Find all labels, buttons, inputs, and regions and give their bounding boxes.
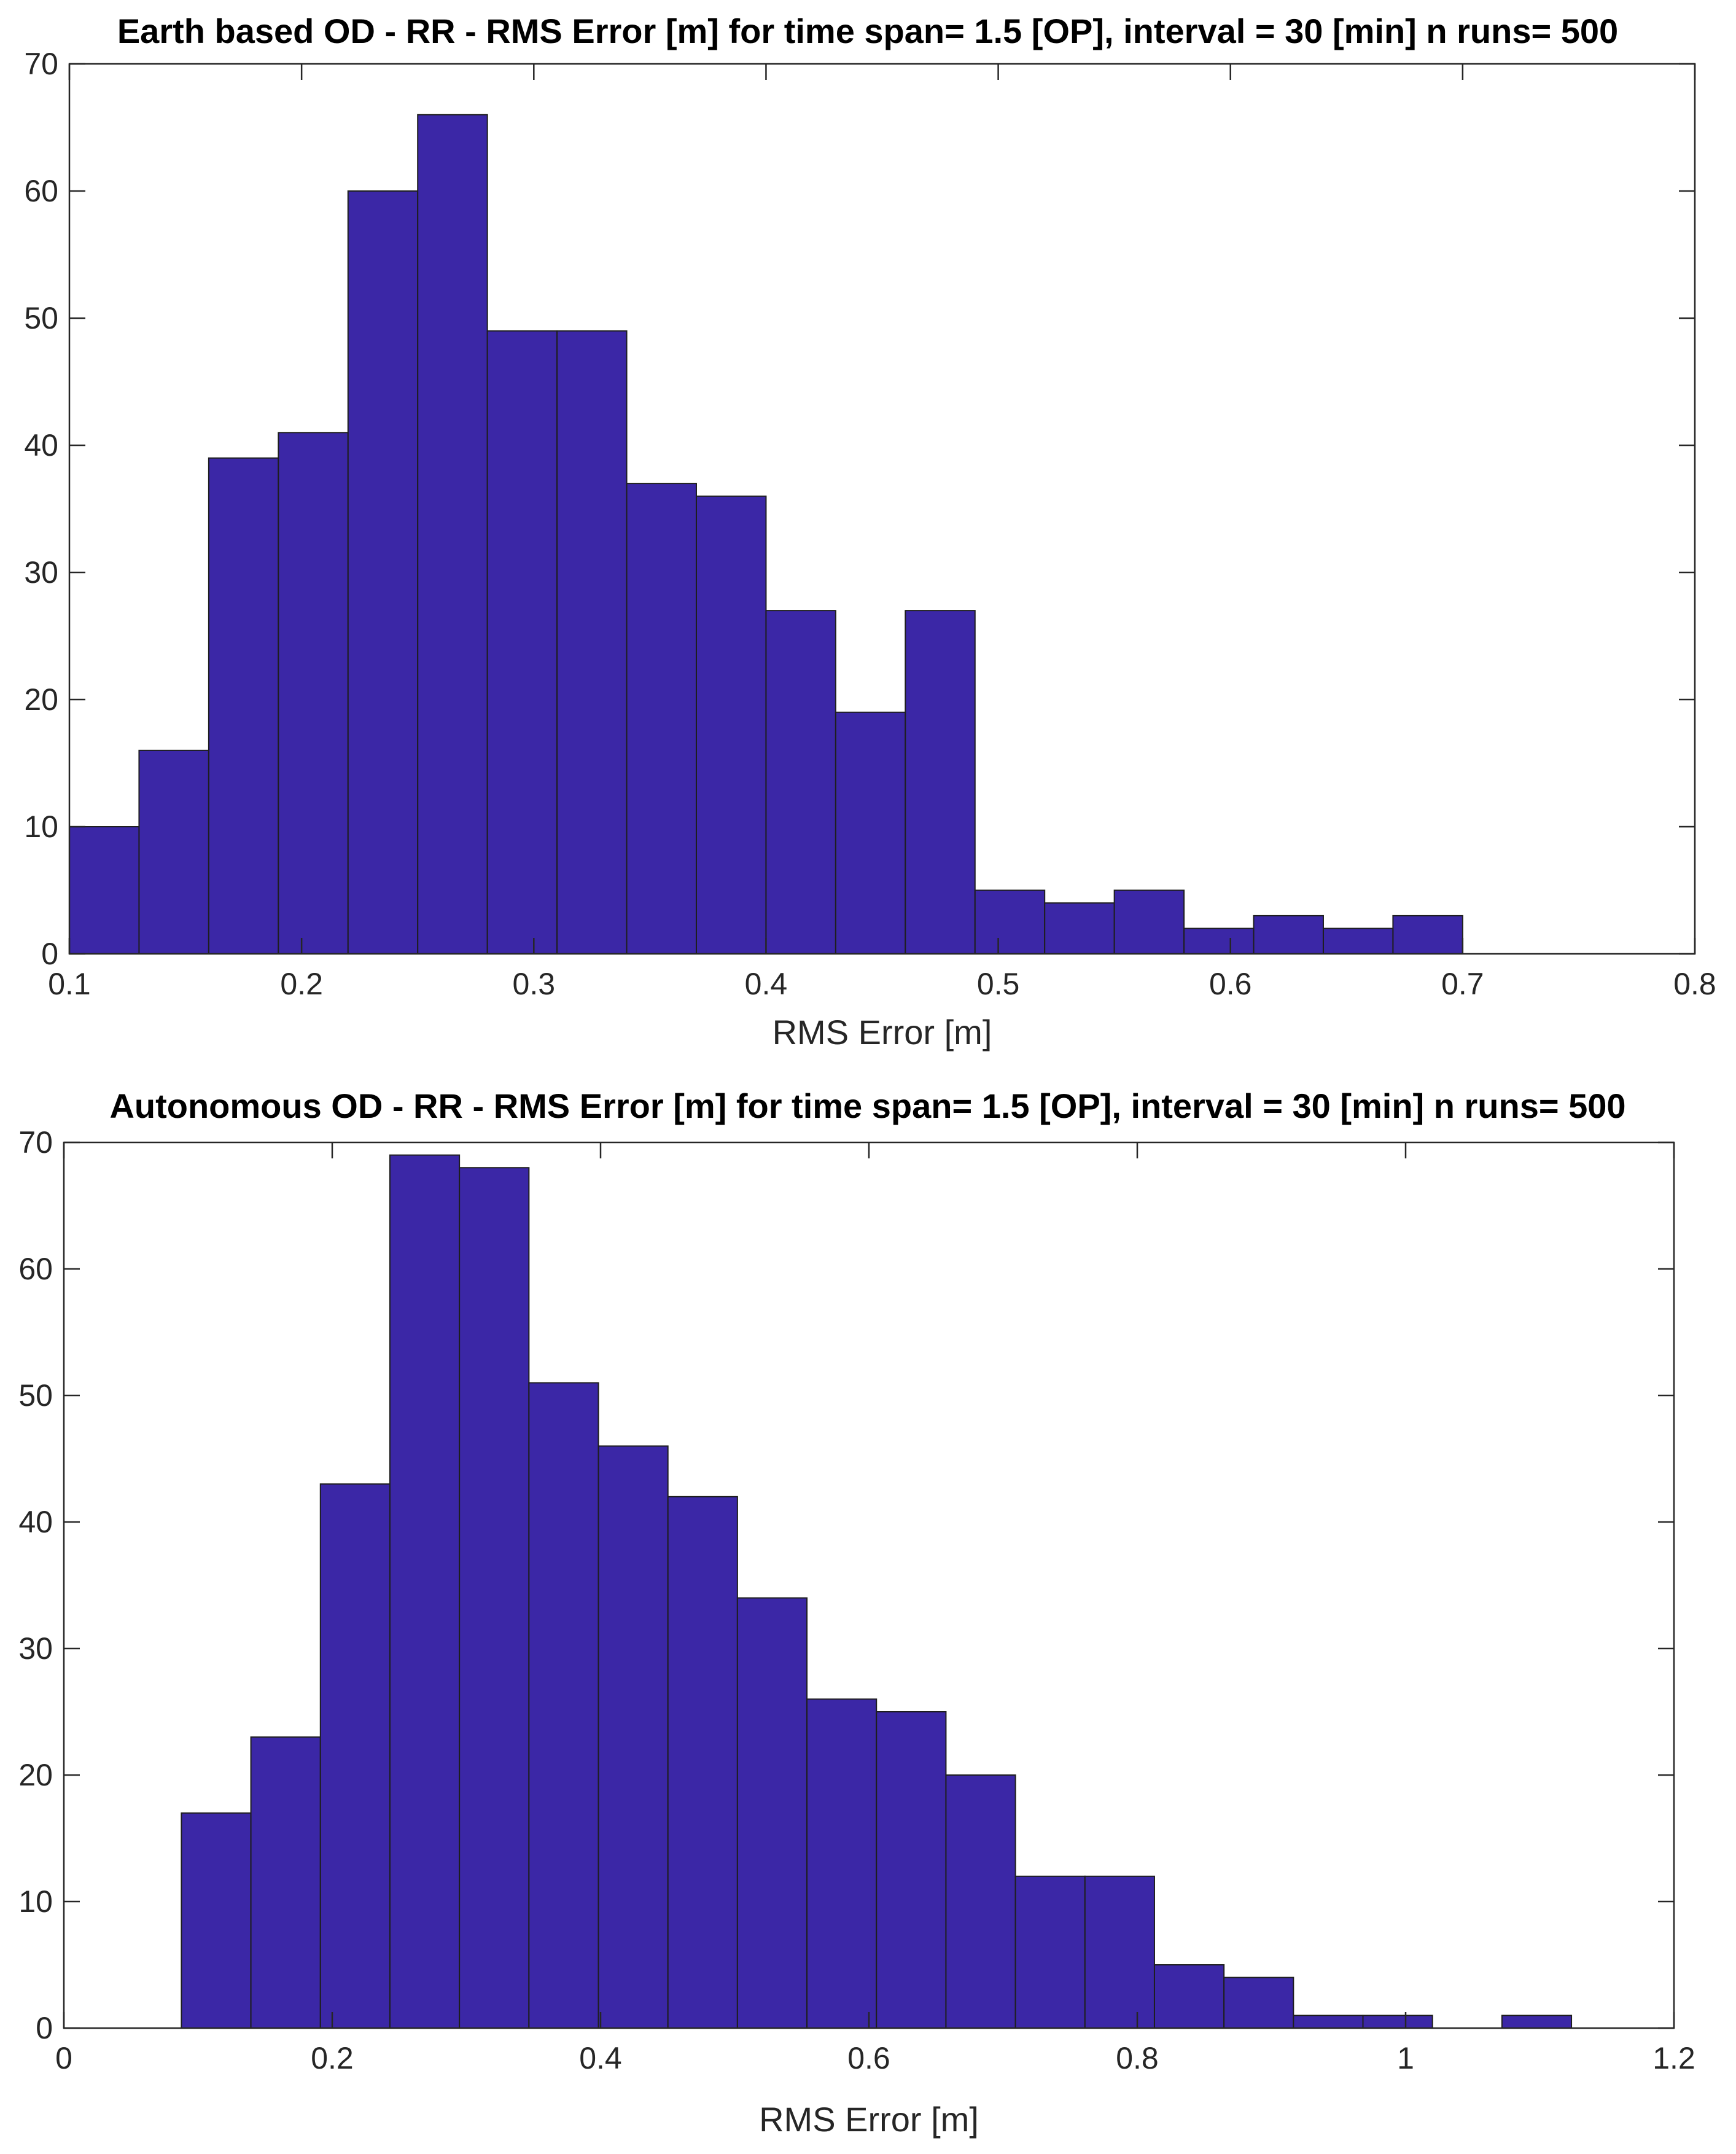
histogram-bar	[459, 1167, 530, 2029]
y-tick-label: 40	[18, 1505, 53, 1539]
histogram-bar	[597, 1445, 669, 2029]
x-tick-label: 0.2	[280, 967, 323, 1001]
chart-title: Earth based OD - RR - RMS Error [m] for …	[117, 12, 1618, 50]
y-tick-label: 30	[24, 555, 58, 590]
histogram-bar	[806, 1698, 878, 2029]
y-tick-label: 20	[24, 682, 58, 717]
plot-frame	[68, 63, 1696, 955]
x-tick-label: 1.2	[1652, 2041, 1695, 2075]
histogram-bar	[905, 610, 976, 954]
x-tick-label: 0.6	[1209, 967, 1252, 1001]
histogram-autonomous: Autonomous OD - RR - RMS Error [m] for t…	[0, 1081, 1736, 2154]
x-tick-label: 1	[1397, 2041, 1414, 2075]
y-axis: 0 10 20 30 40 50 60 70	[24, 47, 1695, 971]
histogram-bar	[1501, 2015, 1573, 2029]
plot-frame	[63, 1141, 1675, 2029]
histogram-bar	[974, 889, 1046, 954]
histogram-bar	[250, 1736, 321, 2029]
histogram-bar	[208, 457, 279, 954]
histogram-bar	[835, 711, 906, 954]
y-tick-label: 50	[24, 301, 58, 335]
y-tick-label: 30	[18, 1631, 53, 1666]
histogram-bar	[1322, 927, 1394, 954]
y-tick-label: 10	[18, 1884, 53, 1919]
x-tick-label: 0.6	[847, 2041, 890, 2075]
y-tick-label: 0	[41, 937, 58, 971]
y-tick-label: 50	[18, 1378, 53, 1413]
histogram-bar	[1153, 1964, 1225, 2029]
histogram-bar	[1223, 1976, 1294, 2029]
y-tick-label: 70	[18, 1125, 53, 1160]
histogram-bar	[486, 330, 558, 954]
y-tick-label: 60	[24, 174, 58, 208]
histogram-bar	[181, 1812, 252, 2029]
histogram-bar	[1113, 889, 1185, 954]
x-tick-label: 0.5	[977, 967, 1020, 1001]
histogram-bar	[695, 495, 767, 954]
bar-group	[69, 114, 1463, 955]
x-axis-label: RMS Error [m]	[773, 1013, 992, 1052]
y-tick-label: 40	[24, 428, 58, 462]
y-tick-label: 60	[18, 1252, 53, 1286]
x-tick-label: 0.1	[48, 967, 91, 1001]
x-tick-label: 0.3	[513, 967, 556, 1001]
histogram-bar	[417, 114, 488, 954]
histogram-bar	[1362, 2015, 1433, 2029]
histogram-bar	[69, 826, 140, 954]
histogram-bar	[138, 749, 209, 955]
histogram-bar	[278, 432, 349, 954]
histogram-bar	[1084, 1875, 1155, 2029]
y-tick-label: 10	[24, 810, 58, 844]
x-axis: 0.1 0.2 0.3 0.4 0.5 0.6 0.7 0.8	[48, 64, 1716, 1001]
histogram-bar	[347, 190, 419, 954]
histogram-bar	[626, 483, 697, 954]
x-tick-label: 0.2	[311, 2041, 354, 2075]
y-tick-label: 20	[18, 1758, 53, 1792]
histogram-bar	[1253, 915, 1324, 955]
histogram-bar	[319, 1483, 391, 2029]
histogram-bar	[1183, 927, 1255, 954]
histogram-bar	[765, 610, 836, 954]
x-tick-label: 0.4	[579, 2041, 622, 2075]
chart-canvas: Autonomous OD - RR - RMS Error [m] for t…	[18, 1087, 1695, 2139]
histogram-bar	[667, 1496, 738, 2029]
y-tick-label: 0	[36, 2011, 53, 2045]
x-axis-label: RMS Error [m]	[759, 2100, 979, 2139]
histogram-bar	[945, 1774, 1016, 2029]
histogram-bar	[1014, 1875, 1086, 2029]
x-tick-label: 0.4	[745, 967, 788, 1001]
histogram-bar	[389, 1154, 461, 2029]
chart-title: Autonomous OD - RR - RMS Error [m] for t…	[109, 1087, 1625, 1125]
chart-canvas: Earth based OD - RR - RMS Error [m] for …	[24, 12, 1716, 1052]
bar-group	[181, 1154, 1573, 2029]
histogram-earth-based: Earth based OD - RR - RMS Error [m] for …	[24, 12, 1716, 1052]
histogram-bar	[1293, 2015, 1364, 2029]
histogram-bar	[876, 1711, 947, 2029]
histogram-bar	[1044, 902, 1115, 954]
histogram-bar	[556, 330, 628, 954]
histogram-bar	[1392, 915, 1463, 955]
histogram-bar	[528, 1382, 599, 2029]
histogram-bar	[736, 1597, 808, 2029]
x-tick-label: 0.8	[1673, 967, 1716, 1001]
y-tick-label: 70	[24, 47, 58, 81]
x-tick-label: 0.8	[1116, 2041, 1159, 2075]
y-axis: 0 10 20 30 40 50 60 70	[18, 1125, 1674, 2045]
x-tick-label: 0	[55, 2041, 72, 2075]
x-tick-label: 0.7	[1441, 967, 1484, 1001]
